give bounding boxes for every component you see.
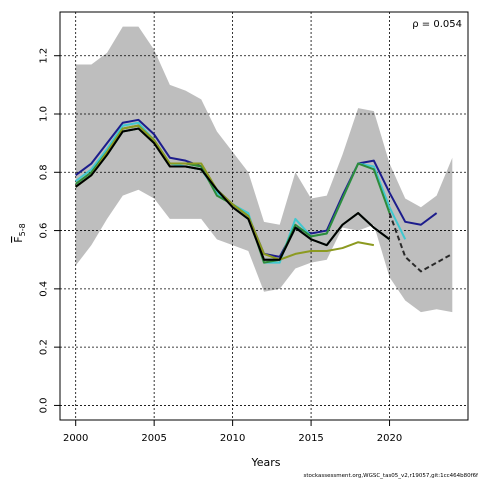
x-tick-label: 2010 (220, 433, 245, 444)
y-axis: 0.0 0.2 0.4 0.6 0.8 1.0 1.2 (39, 48, 60, 413)
y-axis-title: F5-8 (12, 223, 27, 242)
confidence-band (75, 26, 453, 313)
footer-text: stockassessment.org,WGSC_tas05_v2,r19057… (304, 473, 480, 479)
x-tick-label: 2005 (141, 433, 166, 444)
y-axis-title-main: F (12, 236, 25, 242)
y-tick-label: 1.2 (39, 48, 50, 64)
y-tick-label: 0.8 (39, 164, 50, 180)
y-tick-label: 0.6 (39, 223, 50, 239)
series-layer (75, 118, 453, 273)
x-axis-title: Years (250, 456, 280, 469)
y-axis-title-sub: 5-8 (18, 223, 27, 236)
y-tick-label: 0.4 (39, 281, 50, 297)
y-tick-label: 1.0 (39, 106, 50, 122)
rho-annotation: ρ = 0.054 (412, 19, 462, 30)
plot-frame (59, 11, 469, 421)
x-axis: 2000 2005 2010 2015 2020 (63, 420, 402, 444)
y-tick-label: 0.0 (39, 397, 50, 413)
y-tick-label: 0.2 (39, 339, 50, 355)
svg-text:F5-8: F5-8 (12, 223, 27, 242)
x-tick-label: 2020 (377, 433, 402, 444)
series-line-6 (75, 127, 391, 261)
x-tick-label: 2000 (63, 433, 88, 444)
x-tick-label: 2015 (298, 433, 323, 444)
confidence-band-layer (75, 26, 453, 313)
series-line-7 (388, 212, 453, 273)
